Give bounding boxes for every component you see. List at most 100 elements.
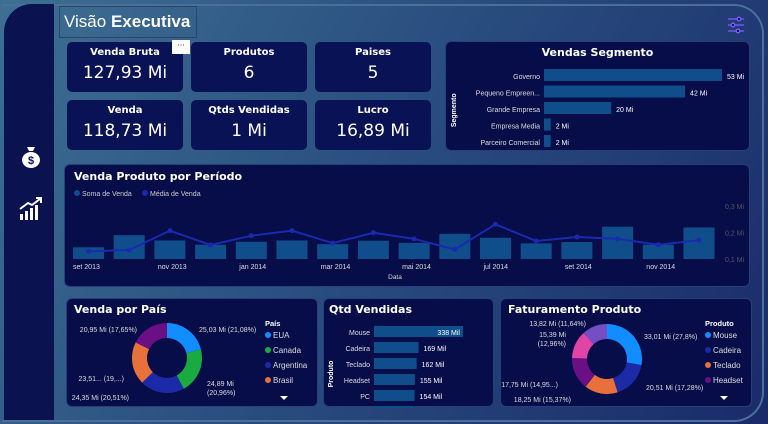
data-label: 25,03 Mi (21,08%) (199, 327, 256, 334)
line-point (167, 228, 173, 234)
line-point (126, 247, 132, 253)
data-label: 53 Mi (727, 74, 745, 81)
more-options-button[interactable]: ··· (172, 40, 190, 54)
data-label: 2 Mi (556, 140, 570, 147)
line-point (574, 234, 580, 240)
legend-label: Cadeira (713, 346, 742, 355)
bar (520, 243, 552, 259)
venda-pais-panel: Venda por País 25,03 Mi (21,08%) 24,89 Mi… (66, 298, 318, 407)
qtd-vendidas-panel: Qtd Vendidas Produto Mouse 338 Mil Cadeira 1… (323, 298, 494, 408)
data-label: 24,89 Mi (20,96%) (207, 381, 235, 397)
scroll-down-icon[interactable] (720, 396, 728, 400)
legend-label: Média de Venda (150, 191, 201, 198)
bar (642, 244, 674, 259)
bar (544, 118, 551, 131)
data-label: 338 Mil (437, 330, 460, 337)
x-tick-label: jul 2014 (483, 264, 509, 271)
growth-chart-icon[interactable] (18, 196, 44, 222)
line-point (289, 228, 295, 234)
kpi-value: 6 (243, 63, 255, 83)
kpi-card: Venda Bruta 127,93 Mi (67, 42, 183, 92)
kpi-label: Lucro (357, 105, 389, 116)
y-tick-label: 0,1 Mi (725, 257, 745, 264)
legend-marker (265, 347, 271, 353)
category-label: Cadeira (345, 346, 370, 353)
dashboard-frame (2, 4, 764, 422)
legend-label: Brasil (273, 376, 293, 385)
legend-label: Canada (273, 346, 302, 355)
data-label: 154 Mil (420, 394, 443, 401)
bar (357, 240, 389, 259)
y-tick-label: 0,2 Mi (725, 231, 745, 238)
axis-label: Segmento (451, 93, 458, 127)
kpi-card: Venda 118,73 Mi (67, 100, 183, 150)
category-label: PC (360, 394, 370, 401)
kpi-value: 1 Mi (231, 121, 267, 141)
bar (561, 242, 593, 259)
category-label: Mouse (349, 330, 370, 337)
bar (374, 326, 463, 337)
bar (544, 69, 722, 81)
bar (544, 102, 612, 114)
venda-periodo-panel: Venda Produto por Período Soma de Venda M… (64, 164, 750, 287)
bar (398, 242, 430, 259)
line-point (655, 242, 661, 248)
donut-slice (572, 332, 594, 359)
bar (113, 235, 145, 259)
axis-label: Data (388, 274, 402, 281)
data-label: 20,95 Mi (17,65%) (80, 327, 137, 334)
category-label: Parceiro Comercial (480, 140, 540, 147)
sliders-icon[interactable] (727, 16, 745, 34)
data-label: 24,35 Mi (20,51%) (72, 395, 129, 402)
segment-bar-chart: Segmento Governo 53 Mi Pequeno Empreen... 42… (451, 69, 745, 147)
donut-slice (132, 342, 153, 383)
series-line (88, 223, 700, 253)
bar (235, 241, 267, 259)
bar (374, 374, 415, 385)
title-bold: Executiva (110, 12, 191, 31)
bar (544, 135, 551, 147)
donut-slice (135, 323, 167, 350)
category-label: Teclado (346, 362, 370, 369)
data-label: 155 Mil (420, 378, 443, 385)
bar (544, 85, 686, 98)
legend-label: Soma de Venda (82, 191, 132, 198)
data-label: 15,39 Mi (12,96%) (538, 332, 567, 348)
data-label: 18,25 Mi (15,37%) (514, 397, 571, 404)
kpi-card: Lucro 16,89 Mi (315, 100, 431, 150)
data-label: 2 Mi (556, 124, 570, 131)
bar (602, 226, 634, 259)
legend-marker (142, 190, 148, 196)
scroll-down-icon[interactable] (280, 396, 288, 400)
category-label: Grande Empresa (487, 107, 540, 114)
line-point (615, 236, 621, 242)
donut-slice (583, 324, 607, 345)
line-point (493, 221, 498, 227)
line-point (370, 230, 376, 236)
bar (374, 390, 415, 401)
line-point (208, 242, 214, 248)
category-label: Governo (513, 74, 540, 81)
legend-marker (705, 362, 711, 368)
data-label: 13,82 Mi (11,64%) (529, 321, 586, 328)
chart-title: Faturamento Produto (508, 303, 642, 316)
line-point (248, 233, 254, 239)
product-donut-chart: 33,01 Mi (27,8%) 20,51 Mi (17,28%) 18,25 M… (501, 319, 743, 404)
data-label: 169 Mil (424, 346, 447, 353)
line-point (411, 236, 417, 242)
money-bag-icon[interactable]: $ (18, 144, 44, 170)
kpi-value: 127,93 Mi (82, 63, 168, 83)
faturamento-produto-panel: Faturamento Produto 33,01 Mi (27,8%) 20,5… (500, 298, 752, 407)
line-point (452, 246, 458, 252)
category-label: Empresa Media (491, 124, 540, 131)
donut-slice (613, 362, 642, 393)
x-tick-label: nov 2014 (646, 264, 675, 271)
legend-marker (705, 377, 711, 383)
kpi-card: Produtos 6 (191, 42, 307, 92)
kpi-value: 16,89 Mi (336, 121, 410, 141)
donut-slice (572, 358, 595, 387)
kpi-value: 5 (367, 63, 379, 83)
kpi-label: Venda (107, 105, 143, 116)
category-label: Headset (344, 378, 370, 385)
kpi-value: 118,73 Mi (82, 121, 168, 141)
